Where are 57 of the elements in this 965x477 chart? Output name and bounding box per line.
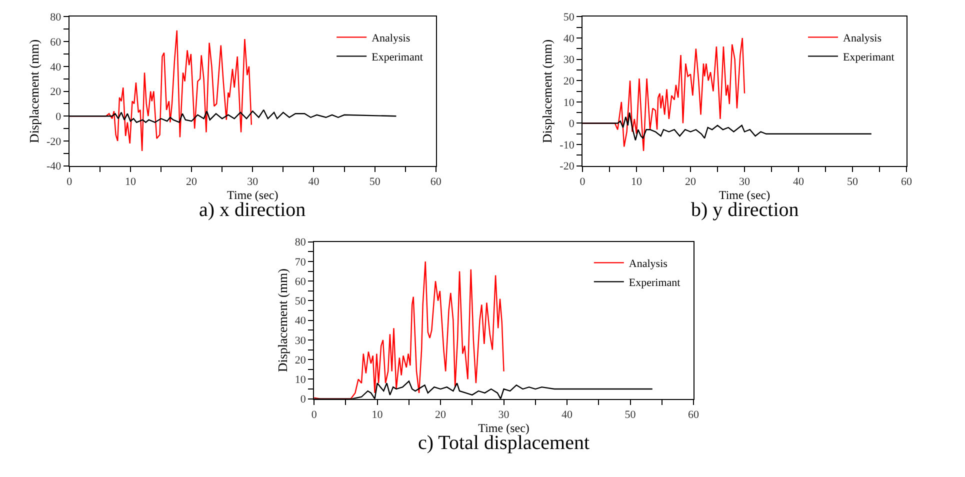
x-tick-label: 40 bbox=[793, 176, 805, 188]
y-tick-label: 20 bbox=[50, 86, 62, 98]
x-tick-label: 20 bbox=[685, 176, 697, 188]
y-tick-label: 0 bbox=[56, 110, 62, 123]
y-tick-label: 10 bbox=[563, 96, 575, 109]
y-tick-label: 40 bbox=[294, 315, 306, 328]
y-tick-label: 50 bbox=[563, 12, 575, 24]
y-tick-label: 0 bbox=[300, 394, 306, 406]
y-tick-label: 60 bbox=[50, 36, 62, 48]
legend-label: Experimant bbox=[628, 276, 680, 289]
y-tick-label: 80 bbox=[294, 236, 306, 249]
x-tick-label: 60 bbox=[430, 176, 442, 188]
y-tick-label: -10 bbox=[560, 139, 575, 152]
x-tick-label: 60 bbox=[688, 409, 700, 422]
legend-label: Experimant bbox=[372, 51, 423, 64]
x-tick-label: 0 bbox=[580, 176, 586, 188]
x-tick-label: 0 bbox=[311, 409, 318, 422]
y-tick-label: -40 bbox=[46, 160, 62, 173]
y-tick-label: 60 bbox=[294, 276, 306, 288]
x-tick-label: 10 bbox=[124, 176, 136, 188]
x-axis-title: Time (sec) bbox=[718, 188, 770, 202]
y-tick-label: -20 bbox=[46, 136, 62, 148]
x-tick-label: 20 bbox=[186, 176, 198, 188]
y-tick-label: 20 bbox=[563, 75, 575, 88]
legend-label: Analysis bbox=[843, 32, 882, 44]
x-tick-label: 60 bbox=[900, 176, 912, 188]
x-tick-label: 10 bbox=[372, 409, 384, 422]
y-tick-label: 30 bbox=[563, 54, 575, 66]
y-tick-label: 0 bbox=[568, 118, 575, 130]
y-tick-label: 50 bbox=[294, 296, 306, 308]
legend-label: Analysis bbox=[372, 32, 410, 44]
x-tick-label: 40 bbox=[308, 176, 320, 188]
x-tick-label: 50 bbox=[624, 409, 636, 422]
x-tick-label: 30 bbox=[498, 409, 510, 422]
y-axis-title: Displacement (mm) bbox=[26, 39, 42, 144]
line-series bbox=[314, 260, 504, 399]
x-tick-label: 20 bbox=[435, 409, 447, 422]
x-tick-label: 50 bbox=[369, 176, 381, 188]
y-axis-title: Displacement (mm) bbox=[274, 268, 290, 372]
y-tick-label: 40 bbox=[563, 32, 575, 45]
legend-label: Analysis bbox=[628, 258, 668, 270]
x-axis-title: Time (sec) bbox=[478, 421, 530, 436]
y-tick-label: 40 bbox=[50, 61, 62, 74]
y-tick-label: 30 bbox=[294, 334, 306, 347]
x-tick-label: 0 bbox=[66, 176, 73, 188]
y-axis-title: Displacement (mm) bbox=[540, 39, 555, 144]
y-tick-label: 80 bbox=[50, 12, 62, 24]
y-tick-label: -20 bbox=[560, 160, 575, 173]
x-axis-title: Time (sec) bbox=[227, 188, 278, 202]
y-tick-label: 10 bbox=[294, 374, 306, 386]
x-tick-label: 50 bbox=[847, 176, 859, 188]
y-tick-label: 70 bbox=[294, 256, 306, 268]
x-tick-label: 30 bbox=[247, 176, 259, 188]
x-tick-label: 30 bbox=[739, 176, 751, 188]
legend-label: Experimant bbox=[843, 51, 894, 64]
x-tick-label: 10 bbox=[631, 176, 643, 188]
y-tick-label: 20 bbox=[294, 354, 306, 366]
